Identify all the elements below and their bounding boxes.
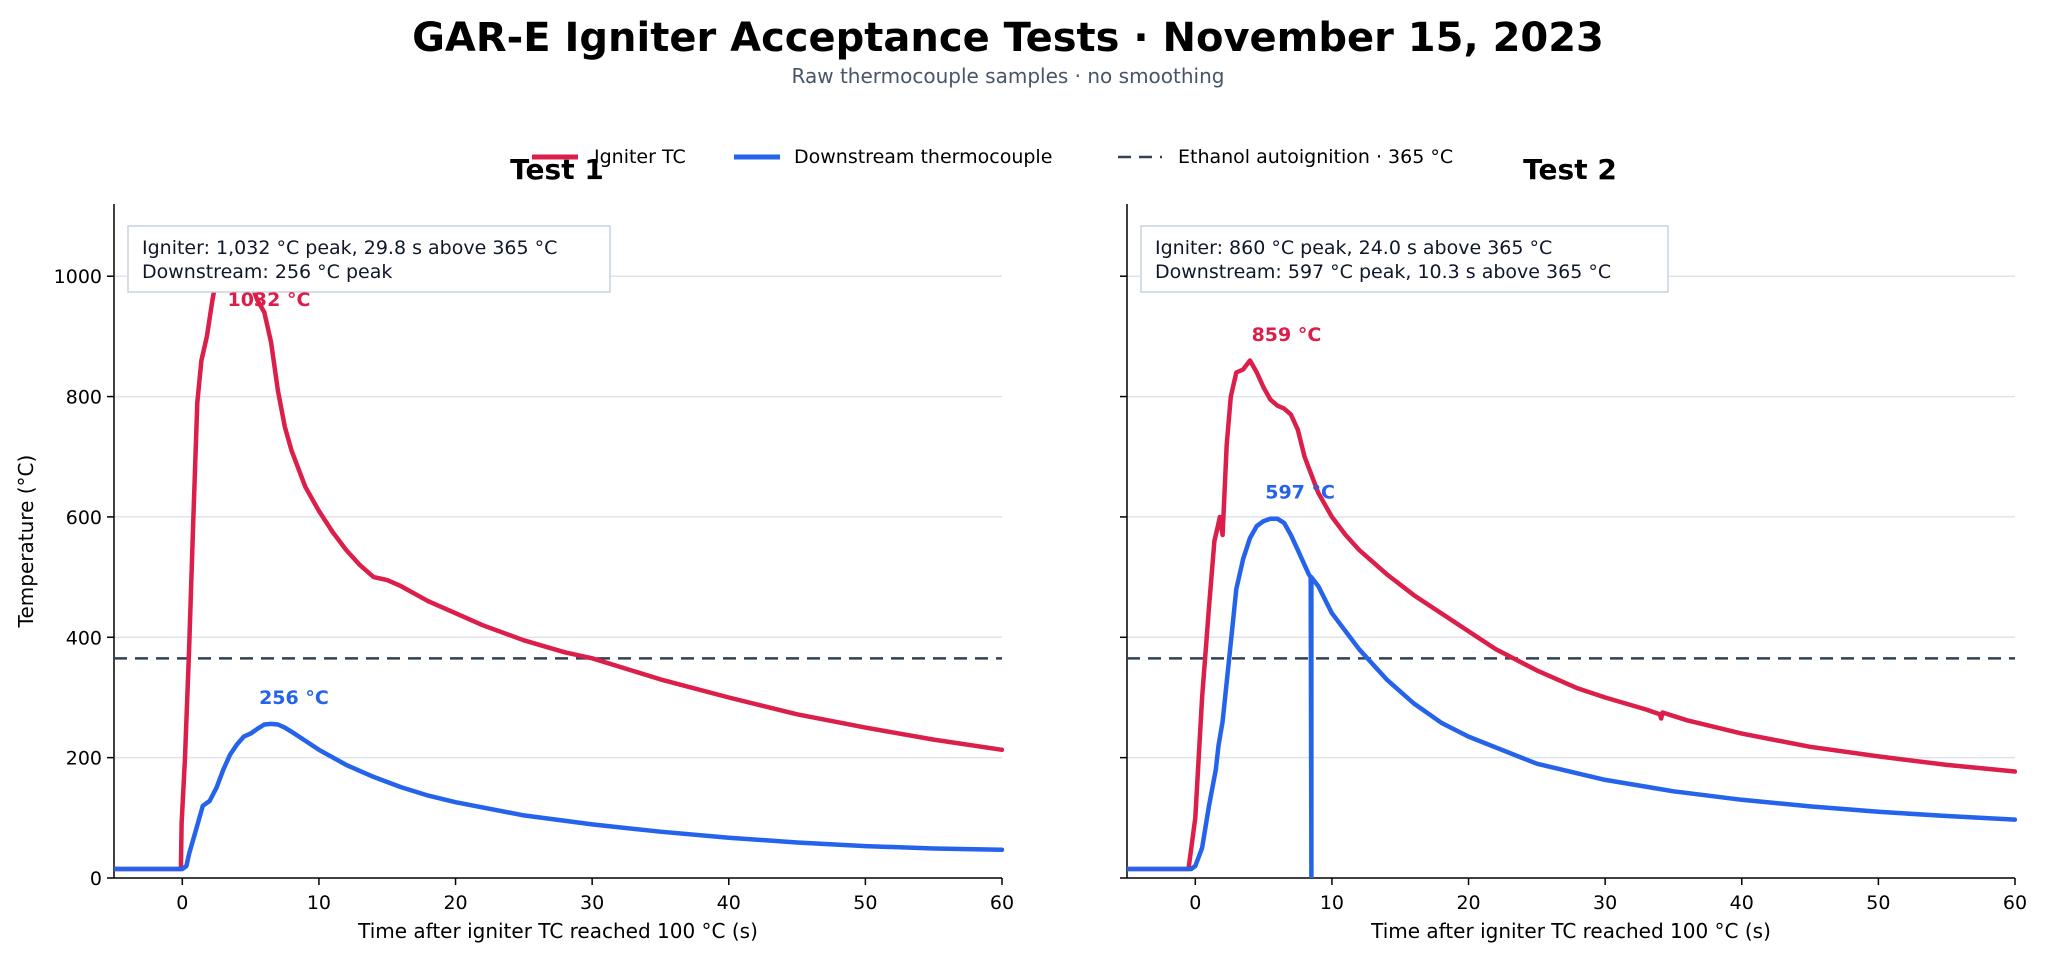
x-tick-label: 30: [1593, 892, 1617, 914]
annotation-line: Igniter: 1,032 °C peak, 29.8 s above 365…: [142, 237, 557, 259]
y-tick-label: 1000: [54, 266, 102, 288]
series-line-igniter: [114, 254, 1004, 872]
series-line-downstream: [1127, 516, 2017, 878]
y-tick-label: 0: [90, 868, 102, 890]
annotation-line: Igniter: 860 °C peak, 24.0 s above 365 °…: [1155, 237, 1552, 259]
legend-label-igniter: Igniter TC: [594, 146, 686, 168]
x-axis-label: Time after igniter TC reached 100 °C (s): [1370, 919, 1771, 943]
peak-label: 1032 °C: [227, 289, 310, 311]
annotation-box: [1140, 225, 1669, 293]
x-tick-label: 50: [853, 892, 877, 914]
figure-title: GAR-E Igniter Acceptance Tests · Novembe…: [412, 15, 1604, 61]
legend-label-threshold: Ethanol autoignition · 365 °C: [1178, 146, 1453, 168]
x-tick-label: 10: [307, 892, 331, 914]
y-axis-label: Temperature (°C): [14, 455, 38, 629]
series-line-igniter: [1127, 358, 2017, 872]
legend-label-downstream: Downstream thermocouple: [794, 146, 1052, 168]
x-tick-label: 0: [1189, 892, 1201, 914]
peak-label: 597 °C: [1265, 482, 1335, 504]
x-tick-label: 60: [2003, 892, 2027, 914]
panel-title: Test 1: [510, 153, 604, 186]
peak-label: 256 °C: [259, 687, 329, 709]
panel-test-2: 0 10 20 30 40 50 60 Time after igniter TC reach…: [1120, 153, 2027, 943]
y-tick-label: 400: [66, 627, 102, 649]
figure-subtitle: Raw thermocouple samples · no smoothing: [792, 64, 1225, 88]
panel-title: Test 2: [1523, 153, 1617, 186]
x-tick-label: 30: [580, 892, 604, 914]
y-tick-label: 600: [66, 507, 102, 529]
panel-test-1: 0 200 400 600 800 1000 0 10 20 30 40 50 60 Time after…: [14, 153, 1014, 943]
x-axis-label: Time after igniter TC reached 100 °C (s): [357, 919, 758, 943]
x-tick-label: 50: [1866, 892, 1890, 914]
peak-label: 859 °C: [1252, 324, 1322, 346]
x-tick-label: 40: [1730, 892, 1754, 914]
y-tick-label: 200: [66, 748, 102, 770]
annotation-line: Downstream: 597 °C peak, 10.3 s above 36…: [1155, 261, 1611, 283]
y-tick-label: 800: [66, 387, 102, 409]
x-tick-label: 40: [717, 892, 741, 914]
annotation-box: [127, 225, 611, 293]
x-tick-label: 20: [443, 892, 467, 914]
x-tick-label: 10: [1320, 892, 1344, 914]
x-tick-label: 60: [990, 892, 1014, 914]
annotation-line: Downstream: 256 °C peak: [142, 261, 392, 283]
series-line-downstream: [114, 721, 1004, 872]
x-tick-label: 20: [1456, 892, 1480, 914]
legend: Igniter TC Downstream thermocouple Ethan…: [532, 146, 1453, 168]
x-tick-label: 0: [176, 892, 188, 914]
